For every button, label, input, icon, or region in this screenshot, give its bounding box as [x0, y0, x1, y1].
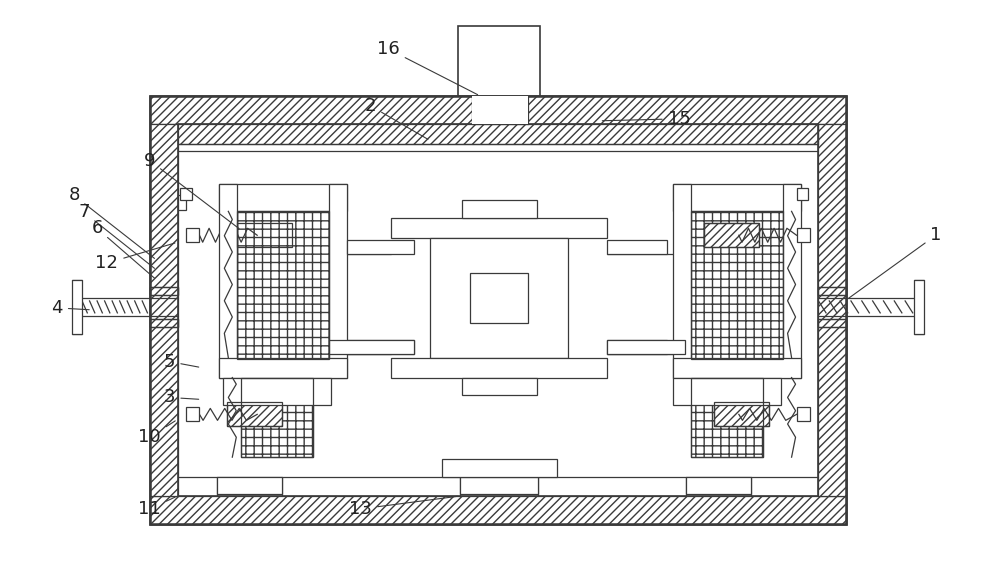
Bar: [704, 223, 759, 247]
Bar: [178, 196, 186, 210]
Bar: [347, 340, 414, 353]
Bar: [219, 358, 347, 378]
Bar: [462, 200, 537, 219]
Bar: [691, 378, 763, 457]
Bar: [797, 407, 810, 422]
Text: 5: 5: [164, 352, 199, 371]
Bar: [686, 477, 751, 494]
Bar: [797, 189, 808, 200]
Bar: [673, 358, 801, 378]
Bar: [430, 238, 568, 358]
Bar: [783, 184, 801, 378]
Bar: [691, 212, 783, 359]
Text: 13: 13: [349, 496, 457, 518]
Text: 9: 9: [144, 152, 239, 229]
Text: 6: 6: [91, 219, 155, 278]
Bar: [227, 403, 282, 426]
Text: 10: 10: [138, 421, 175, 446]
Text: 1: 1: [849, 227, 942, 299]
Bar: [329, 340, 414, 353]
Bar: [472, 96, 528, 124]
Bar: [691, 378, 763, 457]
Bar: [818, 319, 846, 327]
Bar: [237, 223, 292, 247]
Bar: [150, 124, 178, 496]
Bar: [178, 124, 818, 144]
Bar: [150, 287, 178, 295]
Bar: [241, 378, 313, 457]
Text: 8: 8: [68, 186, 154, 259]
Bar: [223, 378, 331, 406]
Bar: [227, 403, 282, 426]
Bar: [347, 240, 414, 254]
Bar: [714, 403, 769, 426]
Bar: [150, 496, 846, 524]
Bar: [150, 319, 178, 327]
Bar: [219, 184, 237, 378]
Bar: [673, 378, 781, 406]
Text: 7: 7: [78, 204, 155, 268]
Bar: [914, 280, 924, 334]
Bar: [329, 184, 347, 378]
Bar: [462, 378, 537, 395]
Bar: [818, 319, 846, 327]
Text: 15: 15: [602, 110, 691, 128]
Bar: [470, 273, 528, 323]
Bar: [704, 223, 759, 247]
Text: 16: 16: [377, 40, 478, 94]
Bar: [797, 228, 810, 242]
Bar: [607, 340, 667, 353]
Bar: [237, 212, 329, 359]
Bar: [673, 184, 801, 212]
Bar: [673, 184, 691, 378]
Bar: [178, 124, 818, 496]
Bar: [607, 340, 685, 353]
Bar: [391, 358, 607, 378]
Bar: [180, 189, 192, 200]
Bar: [150, 96, 846, 124]
Bar: [391, 219, 607, 238]
Bar: [818, 124, 846, 496]
Bar: [237, 212, 329, 359]
Bar: [818, 287, 846, 295]
Text: 3: 3: [164, 388, 199, 407]
Text: 4: 4: [51, 299, 89, 317]
Bar: [150, 319, 178, 327]
Text: 2: 2: [365, 97, 428, 140]
Text: 12: 12: [95, 243, 175, 272]
Bar: [714, 403, 769, 426]
Bar: [217, 477, 282, 494]
Bar: [186, 228, 199, 242]
Bar: [219, 184, 347, 212]
Bar: [150, 96, 846, 524]
Bar: [818, 287, 846, 295]
Bar: [150, 96, 846, 524]
Bar: [241, 378, 313, 457]
Bar: [186, 407, 199, 422]
Bar: [442, 459, 557, 477]
Bar: [458, 26, 540, 96]
Bar: [607, 240, 667, 254]
Bar: [237, 223, 292, 247]
Bar: [460, 477, 538, 494]
Bar: [72, 280, 82, 334]
Text: 11: 11: [138, 497, 175, 518]
Bar: [150, 287, 178, 295]
Bar: [691, 212, 783, 359]
